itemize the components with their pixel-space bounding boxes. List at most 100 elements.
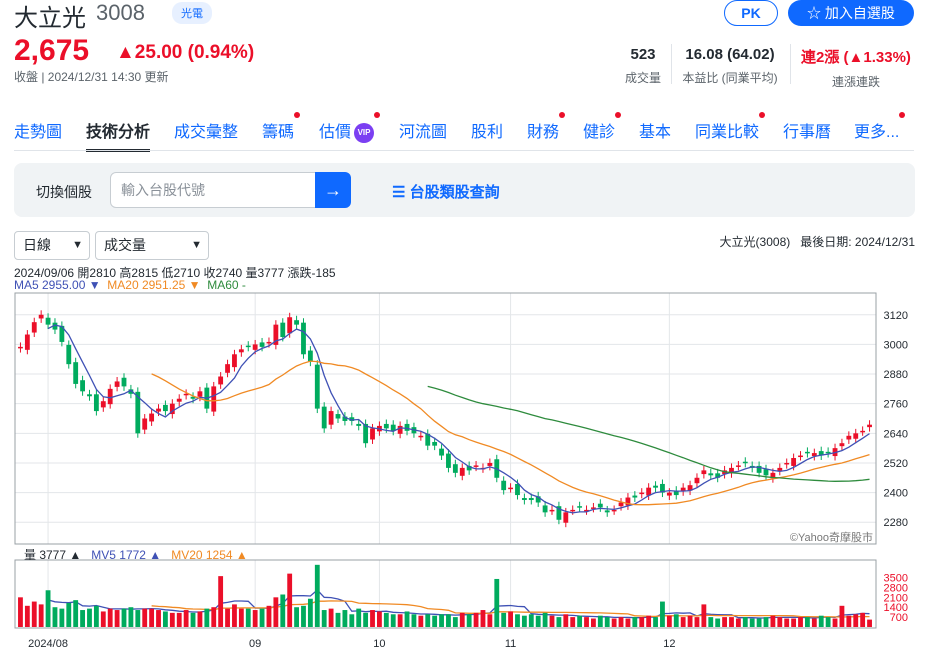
volume-bar (411, 614, 417, 627)
tab-trades[interactable]: 成交彙整 (174, 118, 238, 142)
candle-body (335, 414, 341, 419)
candle-body (169, 403, 175, 415)
candle-body (473, 465, 479, 467)
tab-financial[interactable]: 財務 (527, 112, 566, 142)
candle-body (294, 320, 299, 325)
candle-body (418, 435, 424, 438)
volume-bar (563, 614, 569, 627)
stat-volume-label: 成交量 (624, 71, 661, 85)
volume-bar (639, 617, 645, 627)
chart-symbol: 大立光(3008) (719, 235, 791, 249)
volume-legend: 量 3777 ▲ MV5 1772 ▲ MV20 1254 ▲ (24, 546, 248, 563)
y-tick-label: 2280 (884, 517, 908, 529)
tab-trend[interactable]: 走勢圖 (14, 118, 62, 142)
candle-body (729, 467, 734, 474)
volume-bar (31, 601, 37, 627)
period-select[interactable]: 日線 ▼ (14, 231, 90, 260)
tab-calendar[interactable]: 行事曆 (783, 118, 831, 142)
volume-bar (142, 608, 148, 627)
volume-tick-label: 2800 (884, 582, 908, 594)
volume-bar (321, 610, 327, 627)
volume-bar (218, 576, 224, 627)
volume-bar (197, 611, 203, 627)
candle-body (735, 465, 741, 467)
ma60-legend: MA60 - (207, 278, 246, 292)
stat-volume-value: 523 (630, 46, 656, 63)
stock-code: 3008 (96, 0, 145, 25)
chevron-down-icon: ▼ (72, 239, 83, 251)
tab-peers[interactable]: 同業比較 (695, 112, 766, 142)
volume-bar (832, 618, 838, 627)
volume-bar (618, 617, 624, 627)
tab-chips[interactable]: 籌碼 (262, 112, 301, 142)
candle-body (149, 413, 155, 422)
candle-body (314, 364, 320, 409)
candle-body (439, 448, 444, 456)
period-select-value: 日線 (23, 237, 51, 253)
volume-bar (722, 617, 727, 627)
volume-bar (494, 578, 500, 627)
y-tick-label: 2640 (884, 428, 908, 440)
volume-bar (93, 605, 99, 627)
candle-body (404, 423, 410, 431)
x-tick-label: 10 (373, 638, 385, 650)
price-change: ▲25.00 (0.94%) (116, 42, 255, 63)
candle-body (432, 441, 438, 446)
candle-body (301, 322, 306, 355)
volume-bar (52, 607, 58, 627)
tab-river[interactable]: 河流圖 (399, 118, 447, 142)
x-tick-label: 11 (505, 638, 516, 650)
volume-bar (811, 618, 817, 627)
volume-bar (439, 614, 444, 627)
candle-body (273, 324, 279, 345)
volume-bar (363, 612, 369, 627)
volume-chart-frame (14, 559, 877, 629)
chart-last-date: 最後日期: 2024/12/31 (800, 235, 915, 249)
tab-dividend[interactable]: 股利 (471, 118, 503, 142)
volume-bar (735, 618, 741, 627)
volume-bar (73, 600, 79, 627)
sector-tag[interactable]: 光電 (172, 2, 212, 24)
stat-pe-label: 本益比 (同業平均) (682, 71, 778, 85)
tab-health[interactable]: 健診 (583, 112, 622, 142)
tab-more[interactable]: 更多... (854, 112, 906, 142)
volume-bar (839, 605, 845, 627)
volume-bar (163, 611, 168, 627)
volume-bar (825, 617, 831, 627)
candle-body (100, 401, 106, 408)
search-submit-button[interactable]: → (315, 172, 351, 208)
tab-valuation[interactable]: 估價 VIP (319, 112, 381, 143)
candle-body (142, 418, 148, 430)
candle-body (680, 487, 686, 492)
tab-label: 股利 (471, 124, 504, 141)
volume-bar (307, 598, 313, 627)
candle-body (611, 509, 617, 512)
volume-bar (584, 617, 589, 627)
volume-bar (204, 608, 210, 627)
volume-bar (549, 615, 555, 627)
tab-label: 估價 (319, 124, 352, 141)
y-tick-label: 3000 (884, 339, 908, 351)
candle-body (190, 396, 196, 399)
volume-bar (238, 608, 244, 627)
volume-bar (487, 614, 493, 627)
candle-body (232, 354, 237, 368)
category-query-link[interactable]: ☰ 台股類股查詢 (392, 181, 500, 202)
tab-basic[interactable]: 基本 (639, 118, 671, 142)
candle-body (853, 433, 859, 439)
candle-body (466, 465, 472, 471)
notification-dot (615, 112, 622, 118)
candle-body (487, 462, 493, 466)
volume-bar (66, 602, 72, 627)
indicator-select[interactable]: 成交量 ▼ (95, 231, 209, 260)
add-watchlist-button[interactable]: ☆ 加入自選股 (788, 0, 914, 26)
volume-bar (556, 617, 562, 627)
stat-streak: 連2漲 (▲1.33%) 連漲連跌 (796, 46, 916, 90)
volume-bar (211, 607, 217, 627)
candle-body (218, 376, 224, 385)
volume-bar (342, 610, 348, 627)
pk-button[interactable]: PK (724, 0, 778, 26)
volume-bar (749, 618, 755, 627)
candle-body (660, 483, 665, 493)
